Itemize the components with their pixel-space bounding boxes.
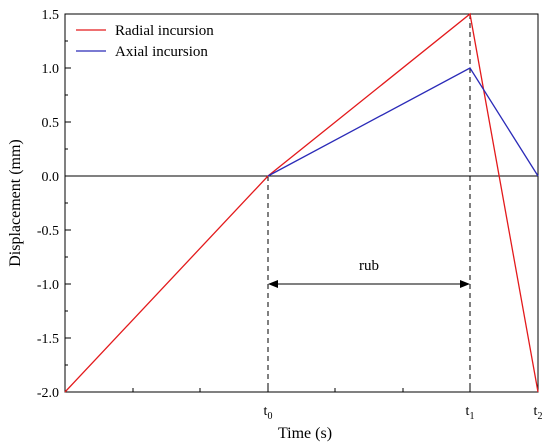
y-tick-label: 0.0 <box>42 170 60 185</box>
y-tick-label: 1.0 <box>42 62 60 77</box>
y-tick-label: -1.5 <box>37 332 59 347</box>
y-tick-label: -2.0 <box>37 386 59 401</box>
y-axis-title: Displacement (mm) <box>7 139 24 267</box>
series-line-axial <box>267 67 539 177</box>
legend-label: Radial incursion <box>115 23 214 39</box>
x-axis-title: Time (s) <box>278 425 332 442</box>
rub-label: rub <box>359 258 379 274</box>
y-tick-label: -1.0 <box>37 278 59 293</box>
legend-label: Axial incursion <box>115 44 208 60</box>
x-tick-label: t0 <box>264 404 273 422</box>
plot-frame <box>64 13 539 393</box>
x-ticks: t0 t1 t2 <box>64 386 543 422</box>
dashed-guides <box>267 13 538 392</box>
y-tick-label: -0.5 <box>37 224 59 239</box>
rub-arrow-left <box>268 280 278 288</box>
x-tick-label: t1 <box>466 404 475 422</box>
series-group <box>64 12 539 393</box>
y-tick-label: 0.5 <box>42 116 60 131</box>
legend: Radial incursion Axial incursion <box>76 23 214 60</box>
x-tick-label: t2 <box>534 404 543 422</box>
series-line-radial <box>64 12 539 393</box>
rub-arrow-right <box>460 280 470 288</box>
y-ticks: -2.0 -1.5 -1.0 -0.5 0.0 0.5 1.0 1.5 <box>37 8 71 401</box>
rub-annotation: rub <box>268 258 470 288</box>
y-tick-label: 1.5 <box>42 8 60 23</box>
